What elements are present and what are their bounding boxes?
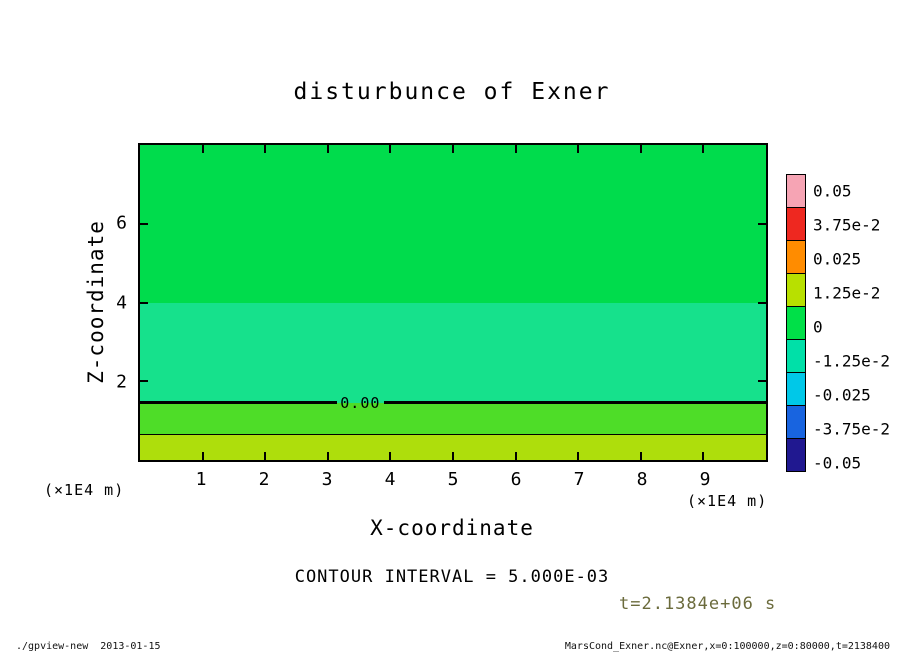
x-axis-label: X-coordinate: [370, 516, 534, 540]
y-tick-mark: [758, 222, 766, 225]
x-tick-mark: [201, 145, 204, 153]
x-tick-mark: [702, 145, 705, 153]
footer-right: MarsCond_Exner.nc@Exner,x=0:100000,z=0:8…: [564, 641, 890, 652]
x-tick-label: 8: [636, 469, 648, 490]
plot-area: 0.00: [138, 143, 768, 462]
colorbar-tick-label: -0.025: [813, 385, 871, 405]
y-tick-mark: [140, 222, 148, 225]
x-tick-mark: [452, 145, 454, 153]
colorbar-tick-label: 3.75e-2: [813, 215, 881, 235]
x-tick-mark: [639, 145, 642, 153]
colorbar-cell: [786, 438, 806, 472]
x-tick-label: 6: [510, 469, 522, 490]
x-tick-label: 9: [699, 469, 711, 490]
contour-fill-band: [140, 402, 766, 435]
colorbar-tick-label: 1.25e-2: [813, 283, 881, 303]
y-tick-mark: [758, 380, 766, 383]
colorbar: [786, 174, 806, 472]
x-tick-mark: [326, 452, 329, 460]
y-tick-label: 4: [116, 292, 127, 313]
contour-fill-band: [140, 302, 766, 403]
colorbar-cell: [786, 207, 806, 241]
colorbar-cell: [786, 372, 806, 406]
x-tick-mark: [514, 145, 517, 153]
y-tick-mark: [140, 301, 148, 304]
contour-line: [384, 401, 766, 405]
colorbar-cell: [786, 174, 806, 208]
x-unit-right: (×1E4 m): [687, 492, 768, 510]
x-tick-label: 7: [573, 469, 585, 490]
colorbar-tick-label: -3.75e-2: [813, 419, 891, 439]
x-tick-mark: [326, 145, 329, 153]
contour-fill-band: [140, 145, 766, 303]
x-tick-mark: [264, 145, 267, 153]
colorbar-tick-label: -1.25e-2: [813, 351, 891, 371]
x-tick-mark: [264, 452, 267, 460]
x-tick-mark: [639, 452, 642, 460]
y-tick-mark: [758, 301, 766, 304]
colorbar-cell: [786, 240, 806, 274]
x-tick-mark: [577, 145, 580, 153]
x-tick-label: 2: [258, 469, 270, 490]
y-tick-label: 6: [116, 212, 127, 234]
colorbar-tick-label: 0.025: [813, 249, 862, 269]
x-tick-mark: [452, 452, 454, 460]
colorbar-tick-label: 0: [813, 317, 823, 337]
x-tick-label: 1: [195, 469, 207, 490]
x-tick-label: 4: [384, 469, 396, 490]
time-label: t=2.1384e+06 s: [619, 594, 777, 614]
colorbar-tick-label: 0.05: [813, 181, 852, 201]
x-tick-mark: [702, 452, 705, 460]
x-tick-mark: [514, 452, 517, 460]
x-tick-mark: [577, 452, 580, 460]
y-tick-label: 2: [116, 371, 127, 393]
footer-left: ./gpview-new 2013-01-15: [16, 641, 161, 652]
colorbar-tick-label: -0.05: [813, 453, 862, 473]
x-unit-left: (×1E4 m): [44, 481, 125, 499]
colorbar-cell: [786, 306, 806, 340]
y-tick-mark: [140, 380, 148, 383]
x-tick-label: 5: [447, 469, 459, 490]
contour-line-label: 0.00: [340, 393, 381, 412]
chart-title: disturbunce of Exner: [293, 79, 611, 105]
y-axis-label: Z-coordinate: [84, 220, 108, 384]
colorbar-cell: [786, 273, 806, 307]
contour-interval-note: CONTOUR INTERVAL = 5.000E-03: [294, 567, 610, 587]
colorbar-cell: [786, 405, 806, 439]
x-tick-label: 3: [321, 469, 333, 490]
x-tick-mark: [201, 452, 204, 460]
colorbar-cell: [786, 339, 806, 373]
contour-line: [140, 434, 766, 436]
x-tick-mark: [389, 145, 392, 153]
x-tick-mark: [389, 452, 392, 460]
contour-line: [140, 401, 338, 405]
